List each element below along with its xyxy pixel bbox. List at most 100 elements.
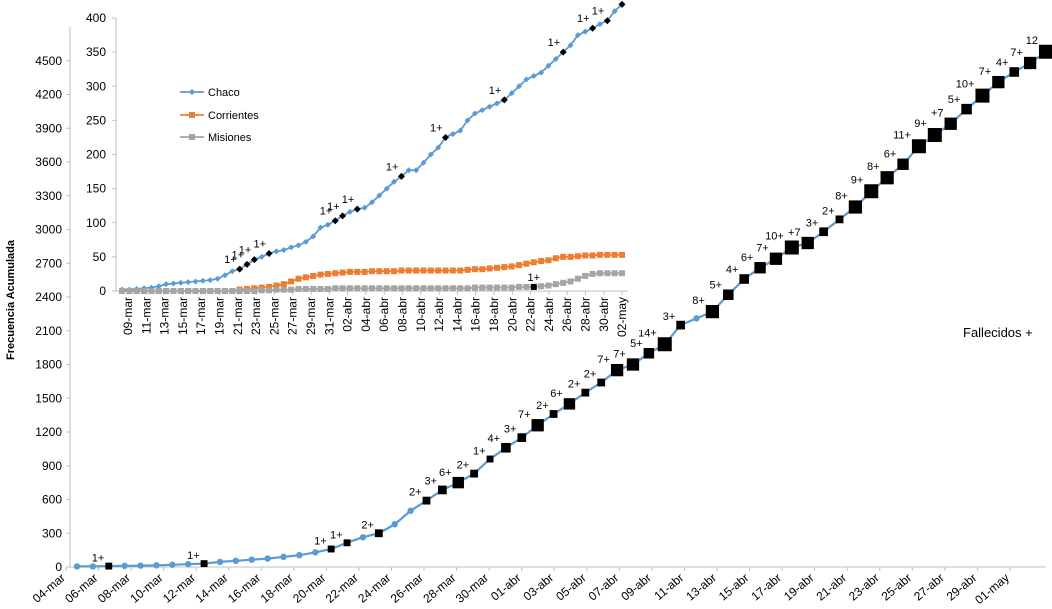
death-marker	[848, 200, 862, 214]
chaco-point	[177, 279, 184, 286]
chaco-point	[464, 117, 471, 124]
misiones-point	[317, 285, 324, 292]
inset-x-tick-label: 31-mar	[322, 297, 336, 335]
death-marker	[422, 496, 431, 505]
corrientes-point	[523, 260, 530, 267]
death-marker	[705, 305, 720, 319]
chaco-death-marker	[339, 212, 347, 220]
x-tick-label: 13-abr	[683, 571, 719, 604]
x-tick-label: 21-abr	[814, 571, 850, 604]
corrientes-point	[339, 269, 346, 276]
x-tick-label: 04-mar	[30, 571, 68, 606]
chaco-point	[545, 62, 552, 69]
death-marker	[438, 485, 447, 495]
inset-y-tick-label: 250	[86, 113, 106, 127]
death-label: 14+	[638, 327, 657, 339]
data-point	[264, 555, 271, 562]
death-label: 2+	[361, 519, 374, 531]
corrientes-point	[596, 251, 603, 258]
chaco-point	[538, 69, 545, 76]
inset-y-tick-label: 350	[86, 45, 106, 59]
death-label: 4+	[996, 57, 1009, 69]
misiones-point	[560, 279, 567, 286]
corrientes-point	[479, 266, 486, 273]
death-label: 9+	[851, 174, 864, 186]
corrientes-legend-marker	[189, 112, 195, 118]
data-point	[153, 562, 160, 569]
misiones-point	[354, 285, 361, 292]
chaco-point	[596, 21, 603, 28]
death-label: 3+	[424, 476, 437, 488]
misiones-point	[369, 285, 375, 292]
x-tick-label: 12-mar	[160, 571, 198, 606]
corrientes-point	[457, 267, 464, 274]
death-label: 1+	[473, 446, 486, 458]
y-tick-label: 3600	[35, 155, 62, 169]
inset-x-tick-label: 24-abr	[542, 297, 556, 332]
inset-x-tick-label: 09-mar	[121, 297, 135, 335]
data-point	[184, 560, 192, 568]
death-label: 12	[1026, 35, 1038, 47]
death-marker	[657, 337, 672, 352]
y-axis-label: Frecuencia Acumulada	[5, 239, 17, 360]
x-tick-label: 19-abr	[781, 571, 817, 604]
inset-x-tick-label: 15-mar	[176, 297, 190, 335]
inset-x-tick-label: 30-abr	[597, 297, 611, 332]
death-marker	[200, 560, 208, 568]
chaco-point	[427, 151, 434, 158]
misiones-point	[383, 285, 390, 292]
corrientes-point	[273, 282, 280, 289]
chaco-point	[516, 83, 523, 90]
chaco-legend-marker	[189, 89, 195, 95]
data-point	[121, 562, 128, 570]
corrientes-point	[266, 283, 273, 290]
death-label: 7+	[597, 354, 610, 366]
misiones-point	[258, 287, 265, 294]
death-marker	[784, 240, 799, 255]
deaths-legend-note: Fallecidos +	[963, 325, 1033, 340]
corrientes-point	[486, 265, 493, 272]
death-marker	[880, 171, 894, 185]
inset-y-tick-label: 300	[86, 79, 106, 93]
chaco-point	[494, 100, 500, 107]
misiones-point	[199, 288, 206, 294]
death-marker	[1009, 67, 1020, 77]
misiones-point	[582, 272, 589, 279]
chaco-death-label: 3+	[606, 0, 619, 1]
x-tick-label: 27-abr	[911, 571, 947, 604]
misiones-point	[346, 285, 353, 292]
misiones-point	[596, 270, 603, 277]
corrientes-point	[611, 251, 618, 258]
death-label: 6+	[550, 388, 563, 400]
chaco-legend-label: Chaco	[208, 87, 240, 99]
corrientes-point	[582, 252, 589, 259]
corrientes-point	[552, 255, 559, 262]
data-point	[296, 551, 303, 559]
inset-x-tick-label: 17-mar	[194, 297, 208, 335]
chaco-point	[361, 204, 368, 211]
corrientes-point	[310, 272, 317, 279]
death-label: 1+	[187, 550, 200, 562]
data-point	[280, 553, 287, 561]
chaco-point	[435, 144, 442, 151]
death-marker	[105, 562, 113, 570]
data-point	[89, 563, 97, 570]
death-label: 4+	[726, 264, 739, 276]
death-label: 2+	[409, 487, 422, 499]
corrientes-point	[376, 268, 383, 275]
inset-series	[119, 1, 625, 294]
chaco-death-marker	[589, 24, 597, 32]
inset-x-tick-label: 14-abr	[450, 297, 464, 332]
misiones-point	[516, 283, 523, 290]
chaco-point	[317, 224, 324, 231]
corrientes-point	[574, 253, 581, 260]
inset-axes: 0 50 100 150 200 250 300 350 400 09-mar 11-mar 13-m…	[86, 11, 629, 337]
death-label: 4+	[488, 433, 501, 445]
inset-legend: Chaco Corrientes Misiones	[180, 87, 259, 144]
data-point	[232, 557, 240, 565]
data-point	[216, 558, 224, 566]
corrientes-point	[295, 275, 302, 282]
misiones-point	[119, 288, 125, 294]
death-label: 3+	[806, 217, 819, 229]
misiones-point	[589, 270, 596, 277]
